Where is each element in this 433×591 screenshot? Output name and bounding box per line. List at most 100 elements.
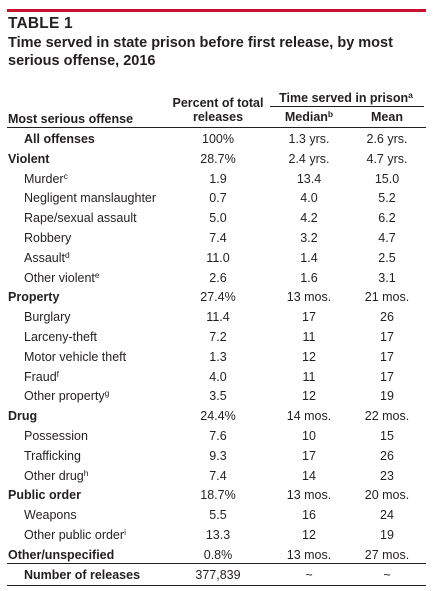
row-percent: 11.4	[206, 310, 230, 325]
row-label-text: Violent	[8, 151, 50, 166]
row-mean: 5.2	[378, 191, 396, 206]
row-mean: 2.5	[378, 250, 396, 265]
row-label-text: Negligent manslaughter	[24, 191, 157, 206]
row-percent: 2.6	[209, 270, 227, 285]
row-mean: 26	[380, 448, 394, 463]
row-mean: 22 mos.	[364, 409, 410, 424]
table-row: Burglary 11.4 17 26	[0, 308, 433, 328]
row-footnote-marker: g	[104, 388, 110, 399]
row-percent: 100%	[202, 132, 234, 146]
row-label: Larceny-theft	[24, 328, 97, 348]
row-median: 14 mos.	[286, 409, 332, 424]
table-row: Other drugh 7.4 14 23	[0, 467, 433, 487]
row-label: Other violente	[24, 269, 100, 289]
row-label: Other public orderi	[24, 526, 126, 546]
table-row: Assaultd 11.0 1.4 2.5	[0, 249, 433, 269]
row-label: Burglary	[24, 308, 71, 328]
header-time-served-text: Time served in prison	[279, 91, 409, 105]
row-percent: 7.4	[209, 230, 227, 245]
row-percent: 4.0	[209, 369, 227, 384]
row-label-text: Possession	[24, 428, 88, 443]
row-label-text: Public order	[8, 488, 81, 503]
table-body: All offenses 100% 1.3 yrs. 2.6 yrs. Violent 2…	[0, 130, 433, 566]
row-percent: 18.7%	[200, 488, 236, 503]
row-footnote-marker: e	[94, 269, 100, 280]
row-label: All offenses	[24, 130, 95, 150]
row-median: 2.4 yrs.	[288, 151, 330, 166]
row-label: Weapons	[24, 506, 77, 526]
row-label-text: Burglary	[24, 310, 71, 325]
footer-median: ~	[305, 568, 313, 582]
row-median: 1.4	[300, 250, 318, 265]
row-label-text: Murder	[24, 171, 64, 186]
footer-mean: ~	[383, 568, 391, 582]
row-label: Murderc	[24, 170, 68, 190]
row-percent: 7.2	[209, 329, 227, 344]
header-offense: Most serious offense	[8, 112, 134, 126]
row-label: Rape/sexual assault	[24, 209, 137, 229]
row-median: 1.6	[300, 270, 318, 285]
row-percent: 28.7%	[200, 151, 236, 166]
row-percent: 0.7	[209, 191, 227, 206]
table-row: Fraudf 4.0 11 17	[0, 368, 433, 388]
header-median: Medianb	[270, 110, 348, 124]
row-mean: 6.2	[378, 211, 396, 226]
row-median: 10	[302, 428, 316, 443]
row-mean: 19	[380, 527, 394, 542]
row-mean: 4.7	[378, 230, 396, 245]
row-mean: 19	[380, 389, 394, 404]
row-label-text: Property	[8, 290, 60, 305]
row-median: 17	[302, 448, 316, 463]
row-median: 13 mos.	[286, 547, 332, 562]
row-median: 12	[302, 349, 316, 364]
table-row: Negligent manslaughter 0.7 4.0 5.2	[0, 189, 433, 209]
table-footer-row: Number of releases 377,839 ~ ~	[0, 566, 433, 584]
row-percent: 1.3	[209, 349, 227, 364]
row-percent: 7.6	[209, 428, 227, 443]
row-percent: 5.0	[209, 211, 227, 226]
table-row: Other propertyg 3.5 12 19	[0, 387, 433, 407]
row-label-text: Other property	[24, 389, 105, 404]
table-row: Possession 7.6 10 15	[0, 427, 433, 447]
row-label-text: Other drug	[24, 468, 84, 483]
row-median: 11	[302, 369, 316, 384]
row-label-text: Trafficking	[24, 448, 81, 463]
row-median: 14	[302, 468, 316, 483]
row-label: Fraudf	[24, 368, 59, 388]
row-mean: 15	[380, 428, 394, 443]
table-row: Other public orderi 13.3 12 19	[0, 526, 433, 546]
row-label: Public order	[8, 486, 81, 506]
row-label-text: Assault	[24, 250, 65, 265]
row-label-text: Other/unspecified	[8, 547, 115, 562]
row-label-text: Robbery	[24, 230, 72, 245]
table-label: TABLE 1	[8, 15, 73, 32]
row-label-text: Rape/sexual assault	[24, 211, 137, 226]
header-median-text: Median	[284, 110, 328, 124]
row-label-text: Other public order	[24, 527, 125, 542]
footer-bottom-rule	[7, 585, 426, 586]
header-time-served: Time served in prisona	[266, 91, 426, 105]
row-mean: 15.0	[374, 171, 400, 186]
row-mean: 21 mos.	[364, 290, 410, 305]
row-label: Robbery	[24, 229, 71, 249]
category-row: Property 27.4% 13 mos. 21 mos.	[0, 288, 433, 308]
row-median: 4.0	[300, 191, 318, 206]
row-percent: 11.0	[206, 250, 230, 265]
row-label: Other/unspecified	[8, 546, 114, 566]
row-median: 13 mos.	[286, 290, 332, 305]
row-mean: 27 mos.	[364, 547, 410, 562]
row-mean: 17	[380, 369, 394, 384]
footer-label: Number of releases	[24, 568, 141, 582]
row-mean: 20 mos.	[364, 488, 410, 503]
category-row: Violent 28.7% 2.4 yrs. 4.7 yrs.	[0, 150, 433, 170]
row-median: 1.3 yrs.	[288, 132, 330, 146]
table-title: Time served in state prison before first…	[8, 35, 393, 69]
header-percent: Percent of total releases	[172, 96, 264, 124]
table-row: Larceny-theft 7.2 11 17	[0, 328, 433, 348]
row-footnote-marker: h	[83, 467, 89, 478]
row-label-text: Larceny-theft	[24, 329, 97, 344]
footer-percent: 377,839	[195, 568, 241, 582]
row-percent: 3.5	[209, 389, 227, 404]
table-row: Motor vehicle theft 1.3 12 17	[0, 348, 433, 368]
